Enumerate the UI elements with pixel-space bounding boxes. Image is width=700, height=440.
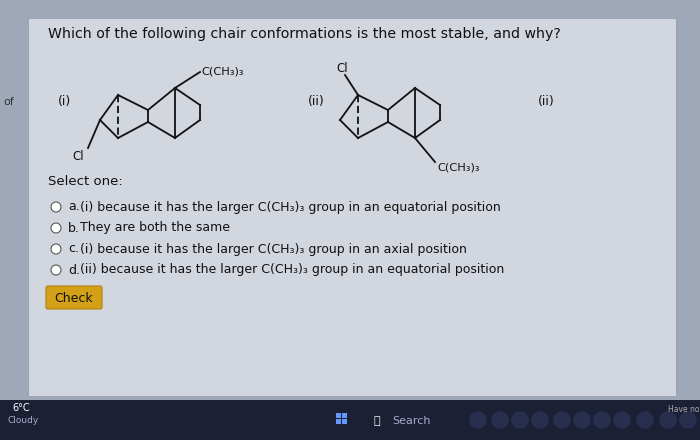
Text: b.: b. bbox=[68, 221, 80, 235]
Circle shape bbox=[614, 412, 630, 428]
Circle shape bbox=[51, 202, 61, 212]
Text: a.: a. bbox=[68, 201, 80, 213]
FancyBboxPatch shape bbox=[0, 400, 700, 440]
FancyBboxPatch shape bbox=[342, 419, 347, 424]
Text: (ii): (ii) bbox=[538, 95, 554, 108]
Circle shape bbox=[512, 412, 528, 428]
FancyBboxPatch shape bbox=[342, 413, 347, 418]
Text: c.: c. bbox=[68, 242, 79, 256]
Text: Which of the following chair conformations is the most stable, and why?: Which of the following chair conformatio… bbox=[48, 27, 561, 41]
Text: (ii) because it has the larger C(CH₃)₃ group in an equatorial position: (ii) because it has the larger C(CH₃)₃ g… bbox=[80, 264, 504, 276]
Circle shape bbox=[554, 412, 570, 428]
Circle shape bbox=[574, 412, 590, 428]
Circle shape bbox=[470, 412, 486, 428]
Text: Have no: Have no bbox=[668, 405, 699, 414]
FancyBboxPatch shape bbox=[336, 413, 341, 418]
Circle shape bbox=[492, 412, 508, 428]
FancyBboxPatch shape bbox=[336, 419, 341, 424]
Text: C(CH₃)₃: C(CH₃)₃ bbox=[201, 66, 244, 76]
Text: d.: d. bbox=[68, 264, 80, 276]
Text: of: of bbox=[3, 97, 14, 107]
Text: 6°C: 6°C bbox=[12, 403, 29, 413]
Circle shape bbox=[51, 244, 61, 254]
Text: (i): (i) bbox=[58, 95, 71, 108]
Circle shape bbox=[51, 265, 61, 275]
Circle shape bbox=[660, 412, 676, 428]
Text: They are both the same: They are both the same bbox=[80, 221, 230, 235]
Circle shape bbox=[594, 412, 610, 428]
Text: Cloudy: Cloudy bbox=[8, 416, 39, 425]
Circle shape bbox=[680, 412, 696, 428]
Text: Cl: Cl bbox=[72, 150, 84, 162]
Text: Search: Search bbox=[392, 416, 430, 426]
Circle shape bbox=[532, 412, 548, 428]
Text: Cl: Cl bbox=[336, 62, 348, 74]
Text: (i) because it has the larger C(CH₃)₃ group in an axial position: (i) because it has the larger C(CH₃)₃ gr… bbox=[80, 242, 467, 256]
Circle shape bbox=[637, 412, 653, 428]
Text: 🔍: 🔍 bbox=[374, 416, 381, 426]
Text: Check: Check bbox=[55, 291, 93, 304]
FancyBboxPatch shape bbox=[28, 18, 676, 396]
Text: (ii): (ii) bbox=[308, 95, 325, 108]
Circle shape bbox=[51, 223, 61, 233]
Text: Select one:: Select one: bbox=[48, 175, 122, 188]
FancyBboxPatch shape bbox=[46, 286, 102, 309]
Text: (i) because it has the larger C(CH₃)₃ group in an equatorial position: (i) because it has the larger C(CH₃)₃ gr… bbox=[80, 201, 500, 213]
Text: C(CH₃)₃: C(CH₃)₃ bbox=[437, 163, 480, 173]
